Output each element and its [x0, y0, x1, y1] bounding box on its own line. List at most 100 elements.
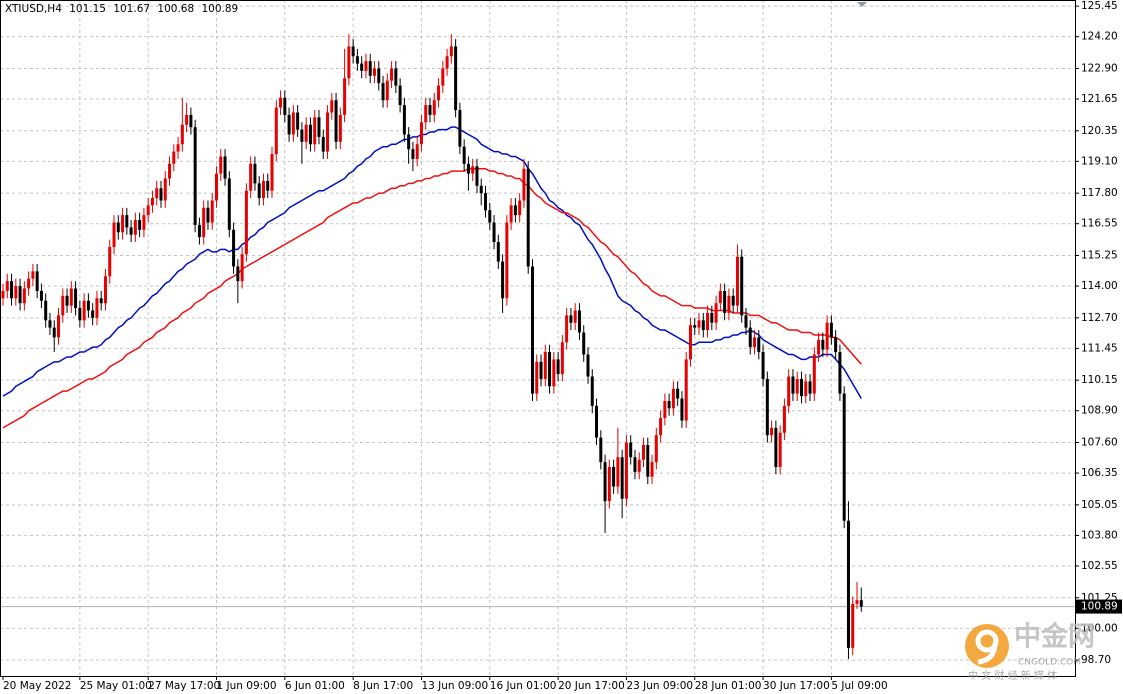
candle-body [326, 112, 330, 152]
y-tick-label: 102.55 [1081, 560, 1118, 572]
candle-body [466, 163, 470, 174]
header-close: 100.89 [202, 3, 239, 15]
candle-body [202, 207, 206, 238]
x-tick-label: 28 Jun 01:00 [695, 680, 762, 692]
candle-body [829, 322, 833, 338]
candle-body [560, 342, 564, 375]
candle-body [146, 205, 150, 216]
y-tick-label: 116.55 [1081, 218, 1118, 230]
candle-body [484, 193, 488, 211]
candle-body [150, 198, 154, 206]
candle-body [142, 215, 146, 230]
candle-body [445, 56, 449, 69]
candle-body [390, 68, 394, 81]
candle-body [57, 315, 61, 338]
candle-body [219, 156, 223, 174]
candle-body [155, 188, 159, 199]
candle-body [539, 361, 543, 379]
candle-body [859, 600, 863, 607]
x-tick-label: 5 Jul 09:00 [831, 680, 887, 692]
candle-body [701, 320, 705, 331]
candle-body [402, 105, 406, 135]
y-tick-label: 114.00 [1081, 280, 1118, 292]
candle-body [552, 359, 556, 387]
candle-body [846, 520, 850, 648]
candle-body [176, 144, 180, 152]
candle-body [428, 105, 432, 115]
candle-body [522, 168, 526, 201]
candle-body [441, 68, 445, 86]
candle-body [424, 105, 428, 123]
candle-body [197, 224, 201, 238]
candle-body [266, 180, 270, 191]
candle-body [650, 462, 654, 477]
x-tick-label: 27 May 17:00 [148, 680, 220, 692]
candle-body [159, 188, 163, 201]
grid-layer [0, 0, 1075, 676]
y-tick-label: 121.65 [1081, 93, 1118, 105]
candle-body [530, 266, 534, 394]
header-high: 101.67 [113, 3, 150, 15]
candle-body [731, 295, 735, 306]
y-tick-label: 105.05 [1081, 499, 1118, 511]
candle-body [680, 398, 684, 421]
candle-body [501, 261, 505, 299]
candle-body [637, 459, 641, 472]
candle-body [569, 315, 573, 323]
y-tick-label: 107.60 [1081, 437, 1118, 449]
candle-body [663, 400, 667, 419]
candle-body [172, 151, 176, 164]
candle-body [381, 83, 385, 101]
candle-body [842, 393, 846, 521]
candle-body [791, 376, 795, 394]
candle-body [454, 46, 458, 111]
candle-body [215, 173, 218, 201]
candle-body [78, 308, 82, 321]
candle-body [496, 242, 500, 262]
candle-body [103, 276, 107, 304]
candle-body [236, 266, 240, 282]
candle-body [372, 68, 376, 76]
candle-body [808, 381, 812, 394]
candle-body [5, 281, 9, 291]
candle-body [296, 112, 300, 130]
y-tick-label: 106.35 [1081, 467, 1118, 479]
candle-body [74, 288, 78, 309]
candle-body [415, 144, 419, 159]
candle-body [492, 222, 496, 243]
candle-layer [1, 34, 863, 659]
candle-body [14, 286, 18, 299]
candle-body [385, 80, 389, 101]
y-tick-label: 112.70 [1081, 312, 1118, 324]
candle-body [313, 117, 317, 145]
candle-body [39, 290, 43, 301]
candle-body [18, 286, 22, 304]
candle-body [138, 220, 142, 230]
candle-body [740, 256, 744, 316]
candle-body [475, 166, 479, 186]
y-tick-label: 125.45 [1081, 0, 1118, 12]
x-tick-label: 20 Jun 17:00 [558, 680, 625, 692]
x-tick-label: 6 Jun 01:00 [285, 680, 345, 692]
candle-body [744, 315, 748, 328]
candle-body [343, 78, 347, 115]
x-tick-label: 25 May 01:00 [80, 680, 152, 692]
candle-body [582, 332, 586, 355]
candle-body [257, 183, 261, 199]
candle-body [825, 322, 829, 350]
candle-body [244, 190, 248, 255]
candle-body [279, 97, 283, 108]
candle-body [616, 457, 620, 487]
candle-body [693, 325, 697, 328]
y-tick-label: 111.45 [1081, 342, 1118, 354]
candle-body [300, 129, 304, 142]
chart-shift-marker[interactable] [857, 2, 867, 7]
candle-body [82, 300, 86, 321]
candle-body [624, 442, 628, 499]
candle-body [458, 110, 462, 147]
candle-body [411, 149, 415, 159]
candle-body [799, 378, 803, 397]
candle-body [518, 200, 522, 216]
candle-body [364, 61, 368, 71]
